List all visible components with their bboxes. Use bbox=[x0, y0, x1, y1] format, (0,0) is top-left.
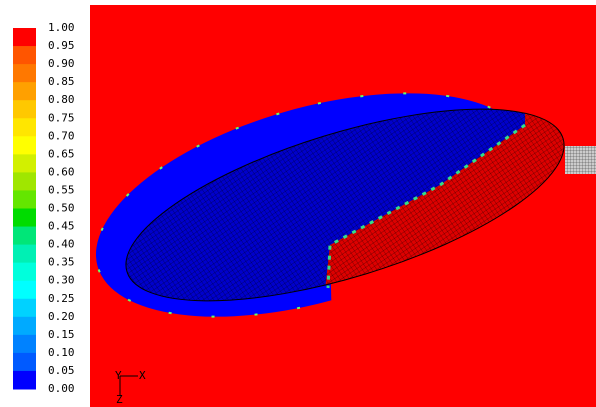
colorbar: 1.00 0.95 0.90 0.85 0.80 0.75 0.70 0.65 0.60 0.55… bbox=[13, 21, 75, 395]
colorbar-label: 0.00 bbox=[48, 382, 75, 395]
triad-y: Y bbox=[115, 369, 122, 382]
colorbar-segment bbox=[13, 226, 36, 246]
colorbar-segment bbox=[13, 82, 36, 101]
colorbar-label: 0.10 bbox=[48, 346, 75, 359]
colorbar-segment bbox=[13, 370, 36, 390]
colorbar-label: 0.80 bbox=[48, 93, 75, 106]
colorbar-label: 0.90 bbox=[48, 57, 75, 70]
colorbar-segment bbox=[13, 118, 36, 137]
colorbar-segment bbox=[13, 190, 36, 209]
colorbar-segment bbox=[13, 64, 36, 83]
colorbar-label: 0.70 bbox=[48, 129, 75, 142]
colorbar-label: 0.65 bbox=[48, 147, 75, 160]
colorbar-segment bbox=[13, 352, 36, 372]
colorbar-label: 0.25 bbox=[48, 292, 75, 305]
colorbar-label: 0.60 bbox=[48, 165, 75, 178]
colorbar-segment bbox=[13, 262, 36, 282]
colorbar-segment bbox=[13, 334, 36, 354]
colorbar-label: 1.00 bbox=[48, 21, 75, 34]
colorbar-label: 0.30 bbox=[48, 274, 75, 287]
colorbar-label: 0.15 bbox=[48, 328, 75, 341]
triad-x: X bbox=[139, 369, 146, 382]
colorbar-label: 0.05 bbox=[48, 364, 75, 377]
colorbar-segment bbox=[13, 172, 36, 191]
axis-triad: Y X Z bbox=[115, 369, 146, 406]
colorbar-segment bbox=[13, 208, 36, 228]
sting-mesh bbox=[565, 146, 596, 174]
colorbar-label: 0.95 bbox=[48, 39, 75, 52]
colorbar-segment bbox=[13, 244, 36, 264]
colorbar-segment bbox=[13, 46, 36, 65]
colorbar-segment bbox=[13, 316, 36, 336]
colorbar-label: 0.50 bbox=[48, 202, 75, 215]
colorbar-label: 0.55 bbox=[48, 183, 75, 196]
colorbar-label: 0.85 bbox=[48, 75, 75, 88]
colorbar-label: 0.35 bbox=[48, 256, 75, 269]
colorbar-segment bbox=[13, 280, 36, 300]
colorbar-segment bbox=[13, 100, 36, 119]
colorbar-label: 0.45 bbox=[48, 220, 75, 233]
colorbar-label: 0.20 bbox=[48, 310, 75, 323]
colorbar-segment bbox=[13, 154, 36, 173]
colorbar-label: 0.75 bbox=[48, 111, 75, 124]
colorbar-segment bbox=[13, 136, 36, 155]
colorbar-label: 0.40 bbox=[48, 238, 75, 251]
colorbar-segment bbox=[13, 28, 36, 47]
colorbar-segment bbox=[13, 298, 36, 318]
triad-z: Z bbox=[116, 393, 123, 406]
body bbox=[125, 108, 565, 302]
